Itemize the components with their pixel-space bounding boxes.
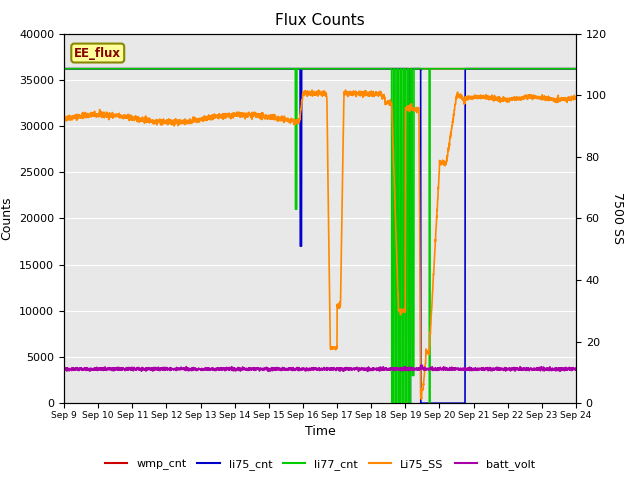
- wmp_cnt: [278, 66, 286, 72]
- li77_cnt: [118, 66, 126, 72]
- Y-axis label: 7500 SS: 7500 SS: [611, 192, 623, 244]
- Title: Flux Counts: Flux Counts: [275, 13, 365, 28]
- Line: li77_cnt: li77_cnt: [64, 69, 576, 403]
- Legend: wmp_cnt, li75_cnt, li77_cnt, Li75_SS, batt_volt: wmp_cnt, li75_cnt, li77_cnt, Li75_SS, ba…: [100, 455, 540, 474]
- Y-axis label: Counts: Counts: [1, 197, 13, 240]
- wmp_cnt: [563, 66, 570, 72]
- li77_cnt: [278, 66, 286, 72]
- li77_cnt: [149, 66, 157, 72]
- li77_cnt: [507, 66, 515, 72]
- Li75_SS: [563, 96, 570, 101]
- Li75_SS: [257, 114, 264, 120]
- batt_volt: [257, 366, 264, 372]
- li77_cnt: [563, 66, 570, 72]
- Line: Li75_SS: Li75_SS: [64, 90, 576, 399]
- li77_cnt: [388, 400, 396, 406]
- li75_cnt: [507, 66, 515, 72]
- li77_cnt: [572, 66, 580, 72]
- li75_cnt: [572, 66, 580, 72]
- Line: batt_volt: batt_volt: [64, 365, 576, 372]
- Li75_SS: [149, 120, 157, 126]
- batt_volt: [118, 367, 126, 372]
- li75_cnt: [405, 400, 413, 406]
- batt_volt: [60, 368, 68, 373]
- wmp_cnt: [60, 66, 68, 72]
- Li75_SS: [308, 87, 316, 93]
- batt_volt: [278, 365, 286, 371]
- Li75_SS: [417, 396, 425, 402]
- Li75_SS: [278, 116, 286, 122]
- li75_cnt: [149, 66, 157, 72]
- li77_cnt: [257, 66, 264, 72]
- batt_volt: [563, 366, 570, 372]
- wmp_cnt: [572, 66, 580, 72]
- Li75_SS: [572, 95, 580, 101]
- Line: li75_cnt: li75_cnt: [64, 69, 576, 403]
- Line: wmp_cnt: wmp_cnt: [64, 69, 576, 70]
- wmp_cnt: [507, 66, 515, 72]
- batt_volt: [149, 366, 157, 372]
- li75_cnt: [563, 66, 570, 72]
- Li75_SS: [508, 95, 515, 101]
- li75_cnt: [118, 66, 126, 72]
- batt_volt: [572, 367, 580, 373]
- wmp_cnt: [149, 66, 157, 72]
- wmp_cnt: [417, 67, 425, 72]
- li75_cnt: [257, 66, 264, 72]
- Li75_SS: [118, 113, 126, 119]
- batt_volt: [508, 366, 515, 372]
- wmp_cnt: [257, 66, 264, 72]
- wmp_cnt: [118, 66, 126, 72]
- X-axis label: Time: Time: [305, 425, 335, 438]
- batt_volt: [364, 369, 372, 374]
- Li75_SS: [60, 115, 68, 121]
- Text: EE_flux: EE_flux: [74, 47, 121, 60]
- li75_cnt: [278, 66, 286, 72]
- batt_volt: [417, 362, 425, 368]
- li75_cnt: [60, 66, 68, 72]
- li77_cnt: [60, 66, 68, 72]
